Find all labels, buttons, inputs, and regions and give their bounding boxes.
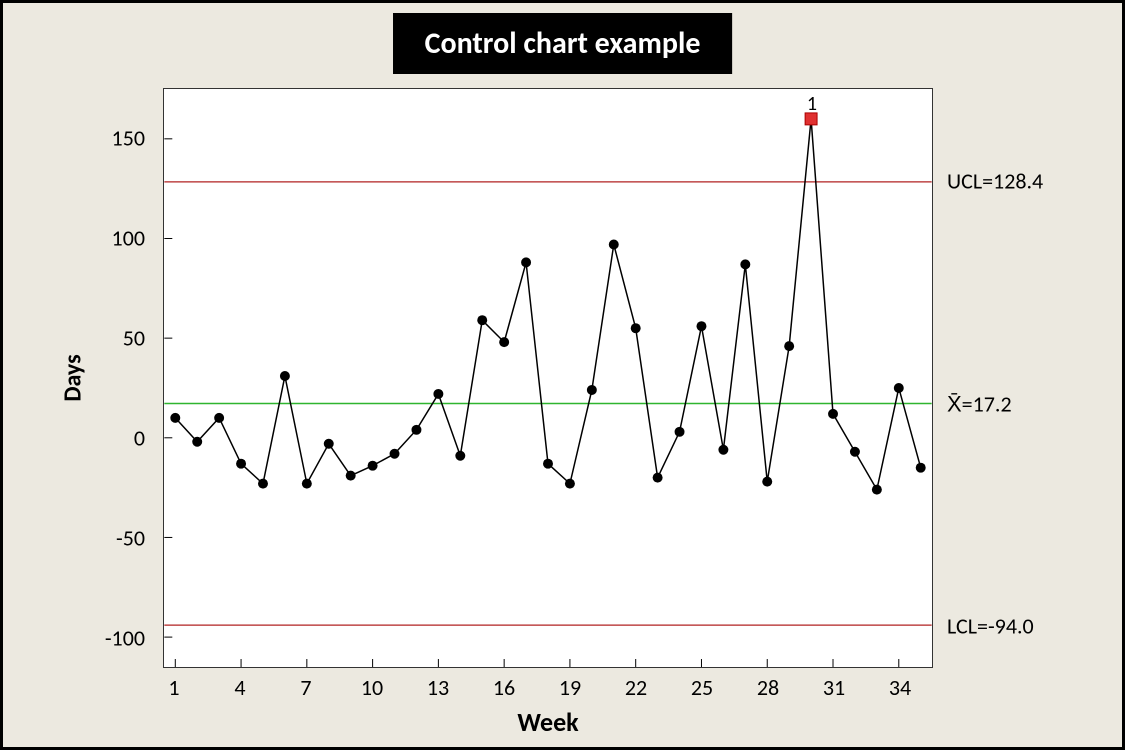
x-tick-label: 13 bbox=[427, 674, 449, 701]
outlier-label: 1 bbox=[807, 92, 817, 116]
reference-line-label: X̄=17.2 bbox=[947, 390, 1012, 417]
reference-line-label: UCL=128.4 bbox=[947, 168, 1043, 195]
y-tick-label: 50 bbox=[123, 325, 145, 352]
x-tick-label: 22 bbox=[625, 674, 647, 701]
x-tick-label: 19 bbox=[559, 674, 581, 701]
reference-line-label: LCL=-94.0 bbox=[947, 613, 1034, 640]
x-tick-label: 4 bbox=[234, 674, 245, 701]
plot-area bbox=[163, 88, 933, 668]
x-axis-label: Week bbox=[517, 706, 578, 738]
plot-svg bbox=[164, 89, 932, 667]
y-tick-label: 0 bbox=[134, 425, 145, 452]
x-tick-label: 31 bbox=[823, 674, 845, 701]
y-tick-label: 150 bbox=[112, 125, 145, 152]
y-axis-label: Days bbox=[59, 354, 88, 401]
x-tick-label: 28 bbox=[757, 674, 779, 701]
x-tick-label: 25 bbox=[691, 674, 713, 701]
x-tick-label: 10 bbox=[361, 674, 383, 701]
y-tick-label: -50 bbox=[116, 525, 145, 552]
y-tick-label: 100 bbox=[112, 225, 145, 252]
x-tick-label: 16 bbox=[493, 674, 515, 701]
x-tick-label: 34 bbox=[889, 674, 911, 701]
x-tick-label: 1 bbox=[168, 674, 179, 701]
x-tick-label: 7 bbox=[300, 674, 311, 701]
chart-frame: Control chart example Days Week -100 -50 0… bbox=[0, 0, 1125, 750]
chart-title: Control chart example bbox=[393, 13, 733, 74]
y-tick-label: -100 bbox=[105, 625, 145, 652]
